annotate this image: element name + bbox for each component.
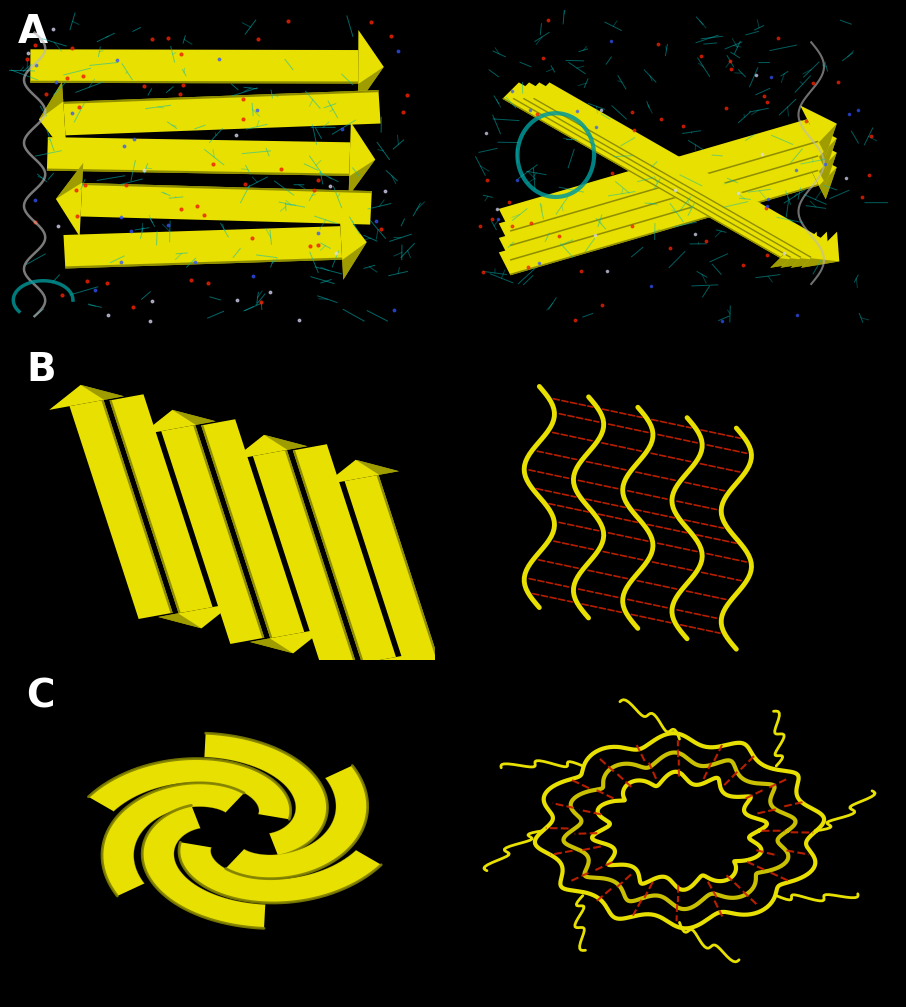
Polygon shape [510,184,819,275]
Polygon shape [30,49,358,84]
Polygon shape [324,460,399,484]
Polygon shape [358,66,384,104]
Polygon shape [293,444,396,664]
Text: B: B [26,350,56,389]
Polygon shape [510,155,819,247]
Polygon shape [819,153,837,184]
Polygon shape [523,83,817,258]
Polygon shape [233,435,307,460]
Polygon shape [226,765,368,879]
Polygon shape [349,159,375,196]
Polygon shape [342,664,385,679]
Polygon shape [65,258,342,269]
Polygon shape [513,98,791,258]
Polygon shape [800,120,837,170]
Polygon shape [70,400,173,619]
Polygon shape [89,758,291,820]
Polygon shape [499,134,819,247]
Polygon shape [349,122,375,196]
Polygon shape [110,400,180,613]
Polygon shape [800,149,837,199]
Polygon shape [533,98,812,258]
Polygon shape [39,82,67,155]
Polygon shape [102,782,244,896]
Polygon shape [193,425,265,638]
Polygon shape [172,410,216,425]
Polygon shape [101,400,173,613]
Polygon shape [342,242,367,280]
Polygon shape [801,232,839,268]
Polygon shape [142,806,265,928]
Polygon shape [499,148,819,261]
Polygon shape [63,90,379,104]
Polygon shape [284,450,356,664]
Polygon shape [342,654,417,679]
Polygon shape [201,419,304,638]
Polygon shape [264,435,307,450]
Polygon shape [82,183,371,193]
Polygon shape [250,628,324,654]
Polygon shape [159,603,233,628]
Polygon shape [201,425,273,638]
Polygon shape [39,82,63,120]
Polygon shape [81,385,124,400]
Polygon shape [81,183,371,225]
Polygon shape [780,258,819,268]
Polygon shape [63,227,342,269]
Polygon shape [819,124,837,156]
Polygon shape [63,90,381,135]
Polygon shape [800,135,837,184]
Polygon shape [356,460,399,475]
Polygon shape [110,395,213,613]
Polygon shape [791,258,829,268]
Polygon shape [510,141,819,232]
Polygon shape [819,138,837,170]
Polygon shape [205,733,327,856]
Polygon shape [159,613,201,628]
Polygon shape [499,119,819,232]
Polygon shape [499,163,819,275]
Polygon shape [253,450,356,669]
Polygon shape [377,475,448,688]
Polygon shape [503,98,781,258]
Polygon shape [791,232,829,268]
Polygon shape [800,106,837,156]
Polygon shape [250,638,294,654]
Text: A: A [17,13,48,51]
Polygon shape [293,450,364,664]
Polygon shape [801,258,839,268]
Polygon shape [819,167,837,199]
Polygon shape [30,81,358,84]
Polygon shape [780,232,819,268]
Polygon shape [344,475,448,694]
Polygon shape [56,163,83,199]
Polygon shape [510,169,819,261]
Polygon shape [49,385,124,410]
Polygon shape [770,258,809,268]
Polygon shape [56,163,83,237]
Polygon shape [770,232,809,268]
Polygon shape [523,98,802,258]
Polygon shape [140,410,216,435]
Polygon shape [503,83,796,258]
Polygon shape [47,137,351,176]
Polygon shape [358,30,384,104]
Polygon shape [179,842,381,903]
Polygon shape [47,168,350,176]
Polygon shape [513,83,806,258]
Text: C: C [26,678,55,716]
Polygon shape [339,206,367,280]
Polygon shape [161,425,265,643]
Polygon shape [533,83,827,258]
